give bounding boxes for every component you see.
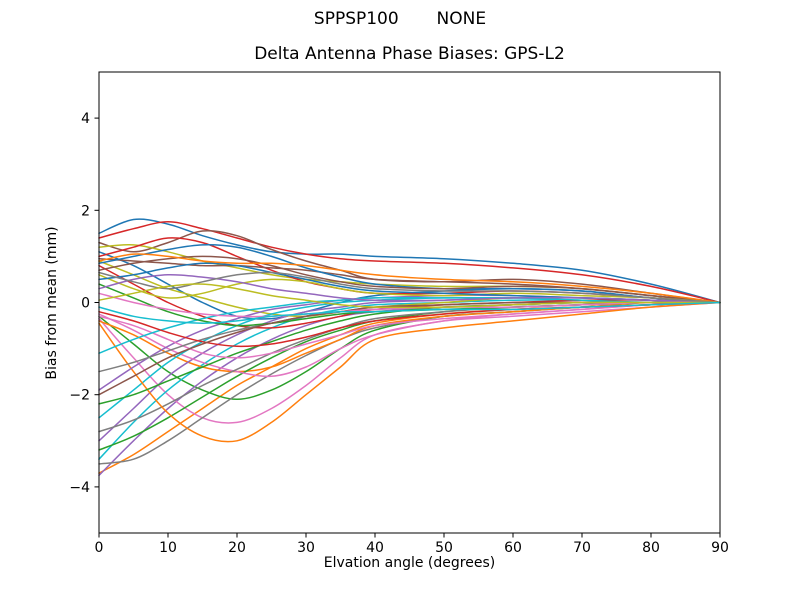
y-tick-label: 4 [81, 111, 90, 127]
bias-line [98, 274, 721, 304]
figure-suptitle: SPPSP100 NONE [313, 9, 487, 29]
x-tick-label: 0 [95, 540, 104, 556]
y-tick-label: −2 [69, 388, 90, 404]
x-tick-label: 80 [642, 540, 660, 556]
bias-line [98, 274, 721, 304]
bias-line [98, 296, 721, 354]
x-axis-label: Elvation angle (degrees) [323, 555, 496, 571]
x-tick-label: 40 [366, 540, 384, 556]
bias-line [98, 301, 721, 378]
bias-line [98, 301, 721, 477]
x-tick-label: 70 [573, 540, 591, 556]
bias-line [98, 301, 721, 443]
bias-line [98, 301, 721, 359]
bias-line [98, 299, 721, 460]
bias-line [98, 255, 721, 304]
y-tick-label: 0 [81, 296, 90, 312]
x-tick-label: 50 [435, 540, 453, 556]
x-tick-label: 60 [504, 540, 522, 556]
x-tick-label: 10 [159, 540, 177, 556]
y-tick-label: 2 [81, 203, 90, 219]
chart-title: Delta Antenna Phase Biases: GPS-L2 [254, 44, 565, 64]
bias-line [98, 283, 721, 309]
bias-line [98, 221, 721, 304]
x-tick-label: 30 [297, 540, 315, 556]
bias-line [98, 301, 721, 324]
bias-line [98, 253, 721, 304]
bias-line [98, 218, 721, 304]
bias-line [98, 244, 721, 304]
bias-line [98, 230, 721, 304]
x-tick-label: 20 [228, 540, 246, 556]
x-tick-label: 90 [711, 540, 729, 556]
bias-line [98, 271, 721, 304]
y-tick-label: −4 [69, 480, 90, 496]
bias-line [98, 301, 721, 451]
